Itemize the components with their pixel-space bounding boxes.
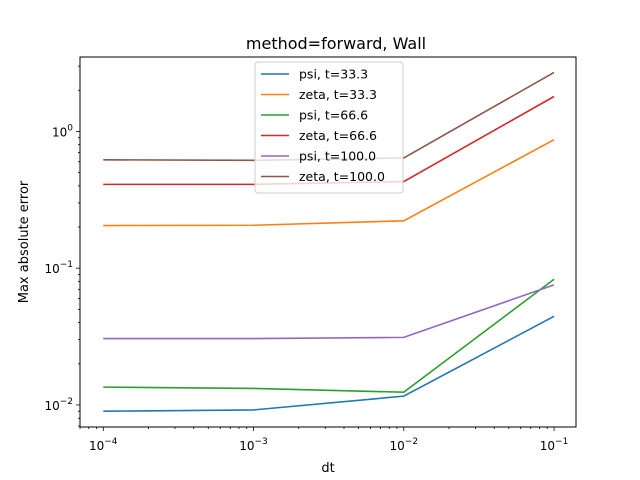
y-tick-label: 10−2 (44, 397, 73, 413)
y-tick-label: 100 (52, 123, 73, 139)
y-axis: 10−2 10−1 100 (44, 65, 80, 427)
x-axis-label: dt (321, 461, 334, 476)
chart-title: method=forward, Wall (246, 34, 426, 53)
legend-label: zeta, t=66.6 (299, 128, 377, 143)
plot-frame (79, 56, 577, 428)
x-tick-label: 10−1 (540, 437, 569, 453)
x-tick-label: 10−3 (239, 437, 268, 453)
legend: psi, t=33.3 zeta, t=33.3 psi, t=66.6 zeta, … (254, 61, 404, 194)
legend-label: psi, t=100.0 (299, 149, 376, 164)
x-tick-label: 10−4 (89, 437, 118, 453)
legend-box (254, 61, 404, 194)
series-line-3 (103, 278, 555, 393)
y-tick-label: 10−1 (44, 260, 73, 276)
legend-label: psi, t=66.6 (299, 108, 368, 123)
series-line-2 (103, 138, 555, 227)
x-tick-label: 10−2 (390, 437, 419, 453)
x-axis: 10−4 10−3 10−2 10−1 (79, 427, 569, 453)
series-line-5 (103, 284, 555, 340)
legend-label: psi, t=33.3 (299, 67, 368, 82)
legend-label: zeta, t=33.3 (299, 87, 377, 102)
legend-label: zeta, t=100.0 (299, 169, 385, 184)
series-line-1 (103, 315, 555, 413)
y-axis-label: Max absolute error (17, 180, 32, 303)
